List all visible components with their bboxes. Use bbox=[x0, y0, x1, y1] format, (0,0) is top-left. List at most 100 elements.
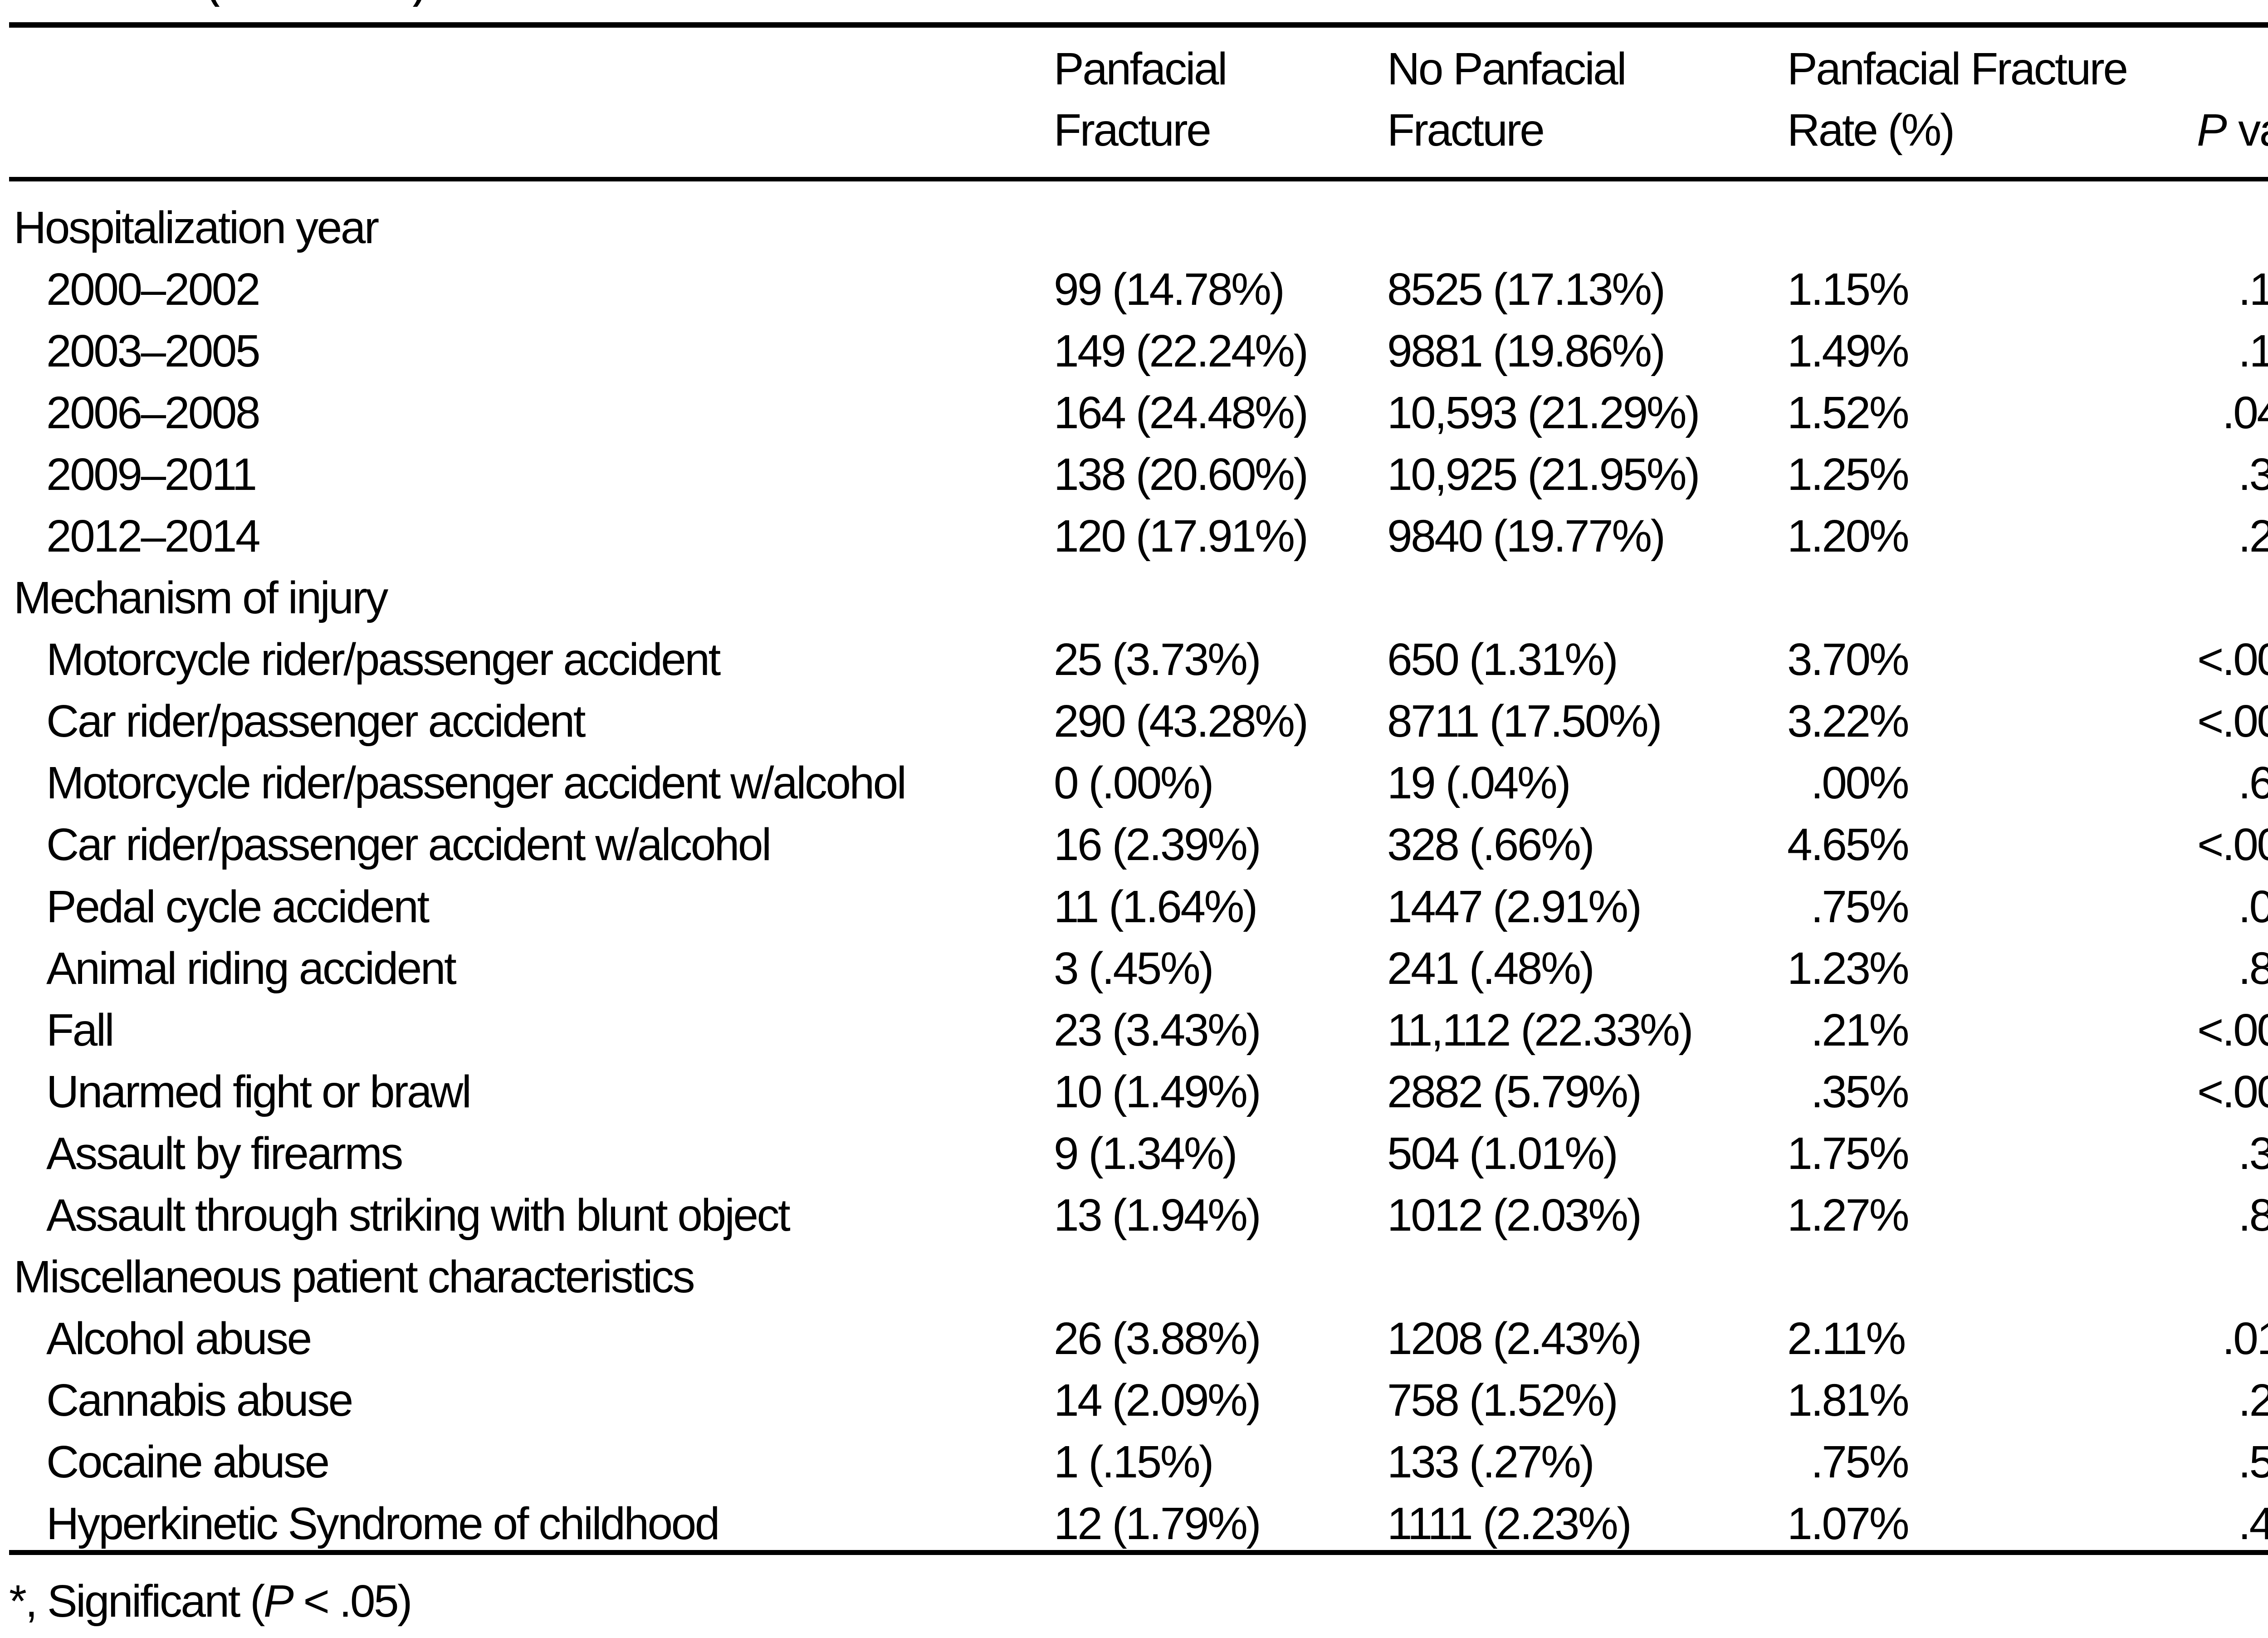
section-row: Miscellaneous patient characteristics bbox=[0, 1246, 2268, 1308]
table-body: Hospitalization year 2000–2002 99 (14.78%)… bbox=[0, 197, 2268, 1555]
fracture-rate-value: 4.65% bbox=[1787, 819, 1910, 870]
no-panfacial-fracture-value: 10,593 (21.29%) bbox=[1387, 387, 1700, 439]
fracture-rate-value: 1.49% bbox=[1787, 326, 1910, 377]
footnote-prefix: *, Significant ( bbox=[9, 1576, 265, 1627]
p-value: <.001* bbox=[2197, 1066, 2268, 1117]
row-label: 2003–2005 bbox=[46, 326, 261, 377]
row-label: Fall bbox=[46, 1004, 115, 1056]
no-panfacial-fracture-value: 2882 (5.79%) bbox=[1387, 1066, 1642, 1117]
fracture-rate-value: .35% bbox=[1811, 1066, 1909, 1117]
no-panfacial-fracture-value: 19 (.04%) bbox=[1387, 758, 1571, 809]
no-panfacial-fracture-value: 133 (.27%) bbox=[1387, 1436, 1595, 1487]
panfacial-fracture-value: 99 (14.78%) bbox=[1054, 264, 1285, 315]
panfacial-fracture-value: 26 (3.88%) bbox=[1054, 1313, 1261, 1364]
no-panfacial-fracture-value: 1012 (2.03%) bbox=[1387, 1189, 1642, 1241]
table-row: Unarmed fight or brawl 10 (1.49%) 2882 (5.… bbox=[0, 1061, 2268, 1123]
p-value: .865 bbox=[2238, 1189, 2268, 1241]
table-row: Motorcycle rider/passenger accident 25 (3… bbox=[0, 629, 2268, 690]
fracture-rate-value: .75% bbox=[1811, 1436, 1909, 1487]
section-row: Mechanism of injury bbox=[0, 567, 2268, 629]
panfacial-fracture-value: 149 (22.24%) bbox=[1054, 326, 1309, 377]
p-value: .442 bbox=[2238, 1498, 2268, 1549]
p-value: <.001* bbox=[2197, 696, 2268, 747]
panfacial-fracture-value: 1 (.15%) bbox=[1054, 1436, 1214, 1487]
header-rate-line2: Rate (%) bbox=[1787, 105, 1955, 156]
panfacial-fracture-value: 164 (24.48%) bbox=[1054, 387, 1309, 439]
fracture-rate-value: 1.52% bbox=[1787, 387, 1910, 439]
panfacial-fracture-value: 14 (2.09%) bbox=[1054, 1374, 1261, 1426]
table-row: Car rider/passenger accident 290 (43.28%)… bbox=[0, 690, 2268, 752]
row-label: Car rider/passenger accident bbox=[46, 696, 586, 747]
p-value: .016* bbox=[2222, 1313, 2268, 1364]
no-panfacial-fracture-value: 11,112 (22.33%) bbox=[1387, 1004, 1694, 1056]
no-panfacial-fracture-value: 8711 (17.50%) bbox=[1387, 696, 1662, 747]
cropped-paren-left: ( bbox=[205, 0, 222, 7]
fracture-rate-value: 1.23% bbox=[1787, 943, 1910, 994]
panfacial-fracture-value: 25 (3.73%) bbox=[1054, 634, 1261, 685]
row-label: Pedal cycle accident bbox=[46, 881, 430, 932]
table-row: Cannabis abuse 14 (2.09%) 758 (1.52%) 1.81%… bbox=[0, 1369, 2268, 1431]
no-panfacial-fracture-value: 504 (1.01%) bbox=[1387, 1128, 1618, 1179]
table-row: Hyperkinetic Syndrome of childhood 12 (1.… bbox=[0, 1493, 2268, 1555]
panfacial-fracture-value: 3 (.45%) bbox=[1054, 943, 1214, 994]
panfacial-fracture-value: 23 (3.43%) bbox=[1054, 1004, 1261, 1056]
header-panfacial-line1: Panfacial bbox=[1054, 44, 1227, 94]
panfacial-fracture-value: 10 (1.49%) bbox=[1054, 1066, 1261, 1117]
table-row: Motorcycle rider/passenger accident w/al… bbox=[0, 752, 2268, 814]
cropped-title-fragment: ( ) bbox=[0, 0, 635, 7]
row-label: Alcohol abuse bbox=[46, 1313, 312, 1364]
header-p-value: Pvalue bbox=[2197, 99, 2268, 161]
fracture-rate-value: 1.20% bbox=[1787, 511, 1910, 562]
row-label: Cannabis abuse bbox=[46, 1374, 353, 1426]
row-label: Motorcycle rider/passenger accident bbox=[46, 634, 721, 685]
no-panfacial-fracture-value: 328 (.66%) bbox=[1387, 819, 1595, 870]
panfacial-fracture-value: 9 (1.34%) bbox=[1054, 1128, 1238, 1179]
p-value: .556 bbox=[2238, 1436, 2268, 1487]
p-value: .229 bbox=[2238, 511, 2268, 562]
section-row: Hospitalization year bbox=[0, 197, 2268, 259]
fracture-rate-value: 1.27% bbox=[1787, 1189, 1910, 1241]
p-value: .399 bbox=[2238, 449, 2268, 500]
cropped-paren-right: ) bbox=[411, 0, 427, 7]
row-label: Car rider/passenger accident w/alcohol bbox=[46, 819, 772, 870]
table-row: Car rider/passenger accident w/alcohol 16… bbox=[0, 814, 2268, 875]
table-row: Assault by firearms 9 (1.34%) 504 (1.01%) 1… bbox=[0, 1123, 2268, 1184]
row-label: Assault by firearms bbox=[46, 1128, 403, 1179]
p-value: .613 bbox=[2238, 758, 2268, 809]
fracture-rate-value: 1.15% bbox=[1787, 264, 1910, 315]
panfacial-fracture-value: 12 (1.79%) bbox=[1054, 1498, 1261, 1549]
row-label: 2000–2002 bbox=[46, 264, 261, 315]
fracture-rate-value: 1.81% bbox=[1787, 1374, 1910, 1426]
row-label: Motorcycle rider/passenger accident w/al… bbox=[46, 758, 907, 809]
fracture-rate-value: 3.70% bbox=[1787, 634, 1910, 685]
p-value: .045* bbox=[2222, 387, 2268, 439]
p-value: .397 bbox=[2238, 1128, 2268, 1179]
fracture-rate-value: .00% bbox=[1811, 758, 1909, 809]
table-row: 2000–2002 99 (14.78%) 8525 (17.13%) 1.15% .1… bbox=[0, 259, 2268, 320]
table-row: 2012–2014 120 (17.91%) 9840 (19.77%) 1.20%.… bbox=[0, 505, 2268, 567]
p-value: <.001* bbox=[2197, 1004, 2268, 1056]
section-label: Mechanism of injury bbox=[14, 572, 388, 624]
header-p-italic: P bbox=[2197, 105, 2227, 156]
table-row: Alcohol abuse 26 (3.88%) 1208 (2.43%) 2.11%… bbox=[0, 1308, 2268, 1369]
fracture-rate-value: .75% bbox=[1811, 881, 1909, 932]
section-label: Hospitalization year bbox=[14, 202, 379, 254]
row-label: 2009–2011 bbox=[46, 449, 257, 500]
table-row: 2009–2011 138 (20.60%) 10,925 (21.95%) 1.25… bbox=[0, 444, 2268, 505]
p-value: .892 bbox=[2238, 943, 2268, 994]
fracture-rate-value: 2.11% bbox=[1787, 1313, 1906, 1364]
panfacial-fracture-value: 11 (1.64%) bbox=[1054, 881, 1258, 932]
fracture-rate-value: 1.07% bbox=[1787, 1498, 1910, 1549]
panfacial-fracture-value: 13 (1.94%) bbox=[1054, 1189, 1261, 1241]
panfacial-fracture-value: 0 (.00%) bbox=[1054, 758, 1214, 809]
fracture-rate-value: 1.75% bbox=[1787, 1128, 1910, 1179]
p-value: <.001* bbox=[2197, 819, 2268, 870]
section-label: Miscellaneous patient characteristics bbox=[14, 1251, 695, 1302]
table-row: 2003–2005 149 (22.24%) 9881 (19.86%) 1.49%.… bbox=[0, 320, 2268, 382]
footnote-p-italic: P bbox=[263, 1576, 294, 1627]
no-panfacial-fracture-value: 758 (1.52%) bbox=[1387, 1374, 1618, 1426]
row-label: Assault through striking with blunt obje… bbox=[46, 1189, 791, 1241]
header-no-panfacial-line2: Fracture bbox=[1387, 105, 1545, 156]
fracture-rate-value: 3.22% bbox=[1787, 696, 1910, 747]
